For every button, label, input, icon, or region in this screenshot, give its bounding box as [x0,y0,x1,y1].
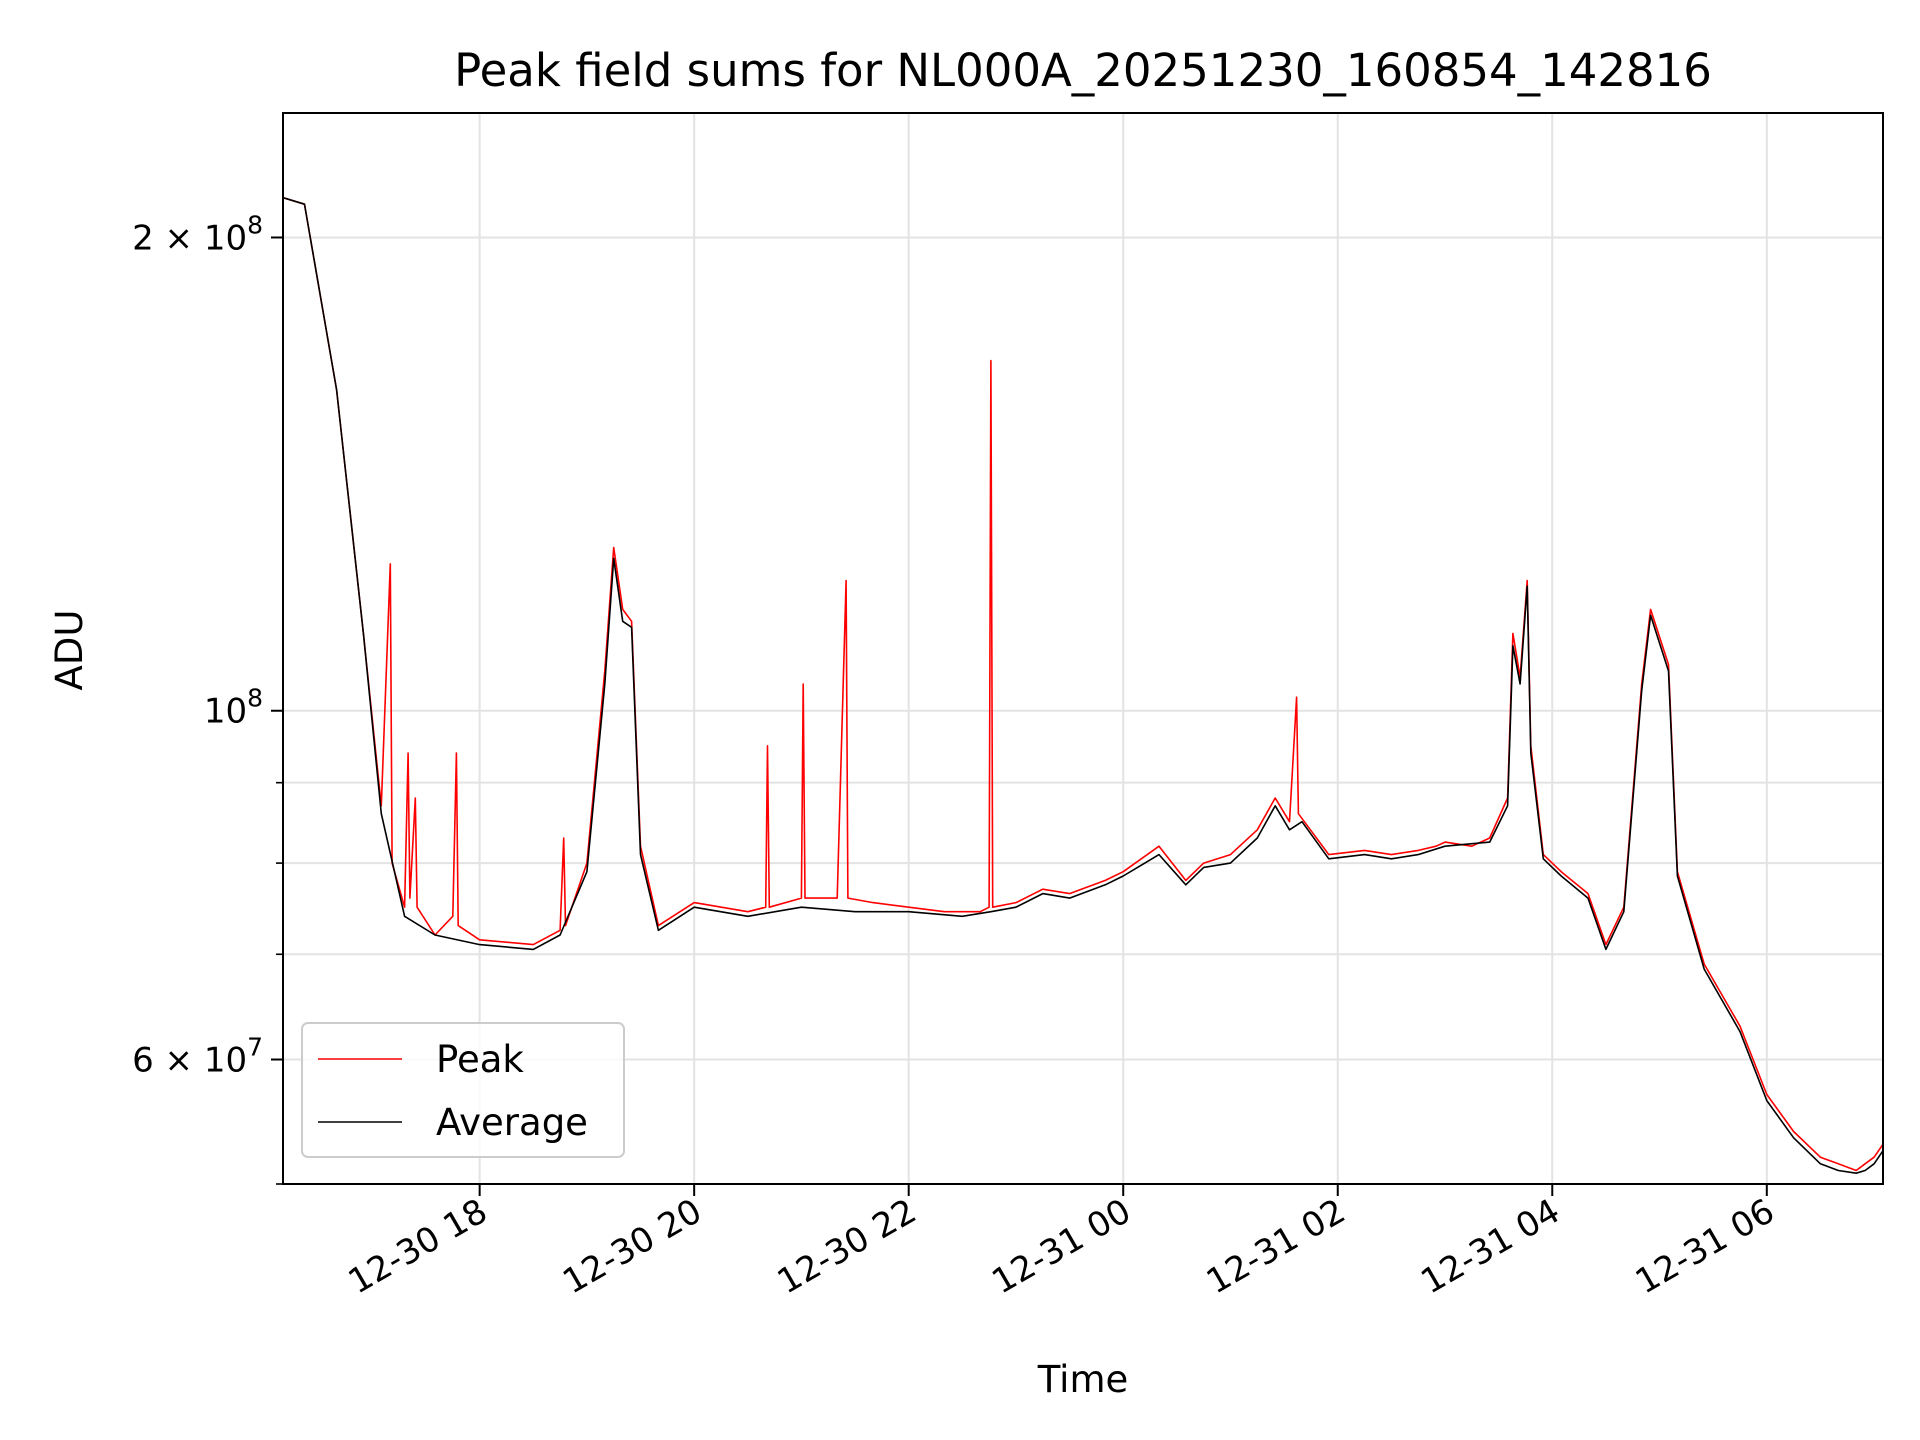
plot-frame [282,112,1884,1185]
legend: Peak Average [301,1022,625,1158]
y-tick-mantissa: 2 × 10 [132,218,247,258]
legend-label-average: Average [436,1101,588,1144]
y-tick-exponent: 7 [247,1033,263,1062]
legend-box [301,1022,625,1158]
y-tick-exponent: 8 [247,210,263,239]
x-tick-label: 12-31 00 [985,1191,1137,1302]
x-axis: 12-30 18 12-30 20 12-30 22 12-31 00 12-31 02… [342,1184,1781,1302]
x-tick-label: 12-31 02 [1200,1191,1352,1302]
x-tick-label: 12-30 18 [342,1191,494,1302]
y-axis-label: ADU [48,610,91,691]
x-tick-label: 12-30 22 [771,1191,923,1302]
y-tick-label: 108 [204,684,263,732]
x-tick-label: 12-31 04 [1414,1191,1566,1302]
y-tick-label: 2 × 108 [132,210,263,258]
series-line-average [283,196,1883,1174]
y-tick-mantissa: 6 × 10 [132,1041,247,1081]
y-tick-label: 6 × 107 [132,1033,263,1081]
x-tick-label: 12-30 20 [556,1191,708,1302]
chart-title: Peak field sums for NL000A_20251230_1608… [454,44,1712,97]
series-line-peak [283,196,1883,1172]
x-tick-label: 12-31 06 [1629,1191,1781,1302]
y-tick-mantissa: 10 [204,692,247,732]
y-tick-exponent: 8 [247,684,263,713]
legend-label-peak: Peak [436,1038,524,1081]
x-axis-label: Time [1037,1358,1129,1401]
grid [283,113,1883,1185]
series-layer [283,196,1883,1174]
